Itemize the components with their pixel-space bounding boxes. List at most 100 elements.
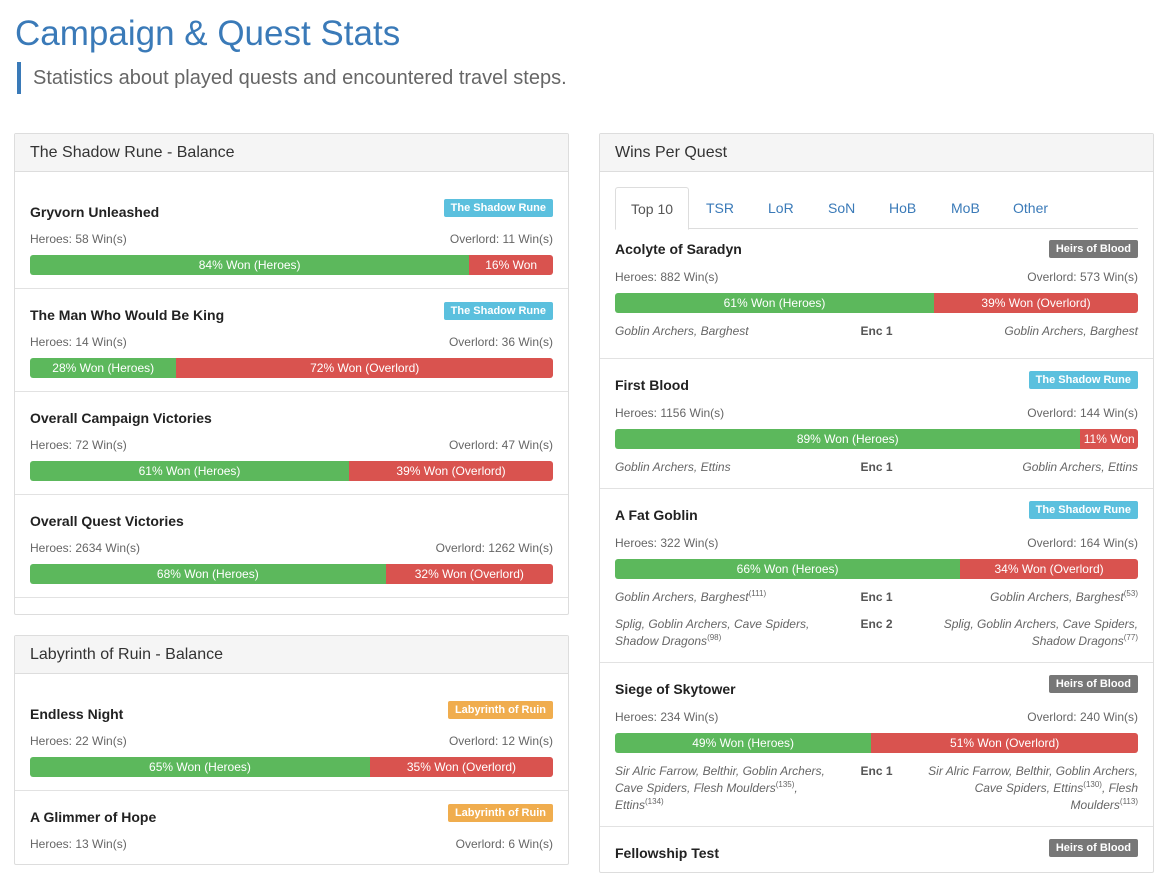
quest-name: A Glimmer of Hope [30, 809, 157, 825]
panel-heading: Labyrinth of Ruin - Balance [15, 636, 568, 674]
tab-tsr[interactable]: TSR [706, 200, 734, 216]
heroes-wins: Heroes: 14 Win(s) [30, 335, 127, 349]
wins-per-quest-panel: Wins Per Quest Top 10 TSR LoR SoN HoB Mo… [599, 133, 1154, 873]
win-ratio-bar: 89% Won (Heroes) 11% Won [615, 429, 1138, 449]
tab-son[interactable]: SoN [828, 200, 856, 216]
campaign-badge: Labyrinth of Ruin [447, 804, 553, 822]
panel-heading: The Shadow Rune - Balance [15, 134, 568, 172]
heroes-bar: 61% Won (Heroes) [615, 293, 935, 313]
heroes-wins: Heroes: 2634 Win(s) [30, 541, 141, 555]
overlord-monsters: Goblin Archers, Ettins [1022, 460, 1138, 474]
overlord-wins: Overlord: 12 Win(s) [448, 734, 553, 748]
page-title: Campaign & Quest Stats [15, 14, 401, 53]
overlord-bar: 39% Won (Overlord) [349, 461, 553, 481]
heroes-bar: 49% Won (Heroes) [615, 733, 872, 753]
overlord-monsters: Splig, Goblin Archers, Cave Spiders, Sha… [943, 617, 1138, 648]
overlord-bar: 32% Won (Overlord) [385, 564, 553, 584]
encounter-row: Goblin Archers, Barghest(111) Enc 1 Gobl… [615, 589, 1138, 606]
win-ratio-bar: 65% Won (Heroes) 35% Won (Overlord) [30, 757, 553, 777]
encounter-row: Goblin Archers, Ettins Enc 1 Goblin Arch… [615, 459, 1138, 476]
campaign-badge: Heirs of Blood [1048, 240, 1138, 258]
page-subtitle: Statistics about played quests and encou… [17, 62, 567, 94]
overlord-bar: 34% Won (Overlord) [960, 559, 1138, 579]
overlord-monsters: Goblin Archers, Barghest(53) [990, 589, 1138, 605]
overlord-wins: Overlord: 144 Win(s) [1027, 406, 1138, 420]
quest-name: Gryvorn Unleashed [30, 204, 160, 220]
overlord-wins: Overlord: 36 Win(s) [448, 335, 553, 349]
heroes-wins: Heroes: 72 Win(s) [30, 438, 127, 452]
campaign-badge: The Shadow Rune [443, 199, 553, 217]
overlord-bar: 11% Won [1080, 429, 1138, 449]
quest-entry: A Fat Goblin The Shadow Rune Heroes: 322… [600, 489, 1153, 663]
campaign-badge: The Shadow Rune [1028, 371, 1138, 389]
heroes-monsters: Sir Alric Farrow, Belthir, Goblin Archer… [615, 764, 825, 812]
lor-balance-panel: Labyrinth of Ruin - Balance Endless Nigh… [14, 635, 569, 865]
stat-name: Overall Quest Victories [30, 513, 184, 529]
overlord-bar: 39% Won (Overlord) [934, 293, 1138, 313]
win-ratio-bar: 28% Won (Heroes) 72% Won (Overlord) [30, 358, 553, 378]
tsr-balance-panel: The Shadow Rune - Balance Gryvorn Unleas… [14, 133, 569, 615]
campaign-badge: The Shadow Rune [1028, 501, 1138, 519]
quest-tabs: Top 10 TSR LoR SoN HoB MoB Other [615, 187, 1138, 230]
encounter-label: Enc 1 [860, 324, 893, 338]
overlord-bar: 51% Won (Overlord) [871, 733, 1138, 753]
overlord-bar: 16% Won [469, 255, 553, 275]
quest-name: First Blood [615, 377, 689, 393]
encounter-label: Enc 1 [860, 590, 893, 604]
encounter-label: Enc 1 [860, 460, 893, 474]
encounter-label: Enc 2 [860, 617, 893, 631]
tab-lor[interactable]: LoR [768, 200, 794, 216]
tab-top-10[interactable]: Top 10 [615, 187, 690, 230]
quest-name: Siege of Skytower [615, 681, 736, 697]
heroes-bar: 65% Won (Heroes) [30, 757, 370, 777]
campaign-badge: The Shadow Rune [443, 302, 553, 320]
heroes-wins: Heroes: 22 Win(s) [30, 734, 127, 748]
overall-quest-block: Overall Quest Victories Heroes: 2634 Win… [15, 495, 568, 598]
overall-campaign-block: Overall Campaign Victories Heroes: 72 Wi… [15, 392, 568, 495]
win-ratio-bar: 68% Won (Heroes) 32% Won (Overlord) [30, 564, 553, 584]
quest-stat-block: A Glimmer of Hope Labyrinth of Ruin Hero… [15, 791, 568, 864]
heroes-wins: Heroes: 234 Win(s) [615, 710, 719, 724]
heroes-monsters: Goblin Archers, Barghest [615, 324, 749, 338]
heroes-monsters: Goblin Archers, Ettins [615, 460, 731, 474]
overlord-bar: 72% Won (Overlord) [176, 358, 553, 378]
heroes-monsters: Goblin Archers, Barghest(111) [615, 589, 767, 605]
overlord-wins: Overlord: 164 Win(s) [1027, 536, 1138, 550]
heroes-bar: 61% Won (Heroes) [30, 461, 350, 481]
encounter-row: Splig, Goblin Archers, Cave Spiders, Sha… [615, 616, 1138, 650]
quest-entry: Fellowship Test Heirs of Blood [600, 827, 1153, 872]
heroes-bar: 66% Won (Heroes) [615, 559, 961, 579]
heroes-wins: Heroes: 58 Win(s) [30, 232, 127, 246]
heroes-wins: Heroes: 13 Win(s) [30, 837, 127, 851]
quest-stat-block: Endless Night Labyrinth of Ruin Heroes: … [15, 688, 568, 791]
campaign-badge: Heirs of Blood [1048, 839, 1138, 857]
quest-name: Acolyte of Saradyn [615, 241, 742, 257]
quest-entry: Acolyte of Saradyn Heirs of Blood Heroes… [600, 229, 1153, 359]
tab-other[interactable]: Other [1013, 200, 1049, 216]
tab-mob[interactable]: MoB [951, 200, 980, 216]
stat-name: Overall Campaign Victories [30, 410, 212, 426]
heroes-bar: 84% Won (Heroes) [30, 255, 470, 275]
heroes-wins: Heroes: 882 Win(s) [615, 270, 719, 284]
overlord-monsters: Goblin Archers, Barghest [1004, 324, 1138, 338]
overlord-monsters: Sir Alric Farrow, Belthir, Goblin Archer… [928, 764, 1138, 812]
quest-entry: First Blood The Shadow Rune Heroes: 1156… [600, 359, 1153, 489]
encounter-row: Sir Alric Farrow, Belthir, Goblin Archer… [615, 763, 1138, 814]
overlord-wins: Overlord: 6 Win(s) [455, 837, 553, 851]
encounter-row: Goblin Archers, Barghest Enc 1 Goblin Ar… [615, 323, 1138, 340]
win-ratio-bar: 61% Won (Heroes) 39% Won (Overlord) [30, 461, 553, 481]
overlord-bar: 35% Won (Overlord) [369, 757, 553, 777]
quest-name: A Fat Goblin [615, 507, 698, 523]
quest-name: Endless Night [30, 706, 124, 722]
encounter-label: Enc 1 [860, 764, 893, 778]
heroes-wins: Heroes: 1156 Win(s) [615, 406, 725, 420]
heroes-wins: Heroes: 322 Win(s) [615, 536, 719, 550]
quest-stat-block: Gryvorn Unleashed The Shadow Rune Heroes… [15, 186, 568, 289]
quest-stat-block: The Man Who Would Be King The Shadow Run… [15, 289, 568, 392]
overlord-wins: Overlord: 11 Win(s) [449, 232, 553, 246]
tab-hob[interactable]: HoB [889, 200, 917, 216]
win-ratio-bar: 49% Won (Heroes) 51% Won (Overlord) [615, 733, 1138, 753]
quest-entry: Siege of Skytower Heirs of Blood Heroes:… [600, 663, 1153, 827]
heroes-bar: 68% Won (Heroes) [30, 564, 386, 584]
heroes-bar: 28% Won (Heroes) [30, 358, 177, 378]
